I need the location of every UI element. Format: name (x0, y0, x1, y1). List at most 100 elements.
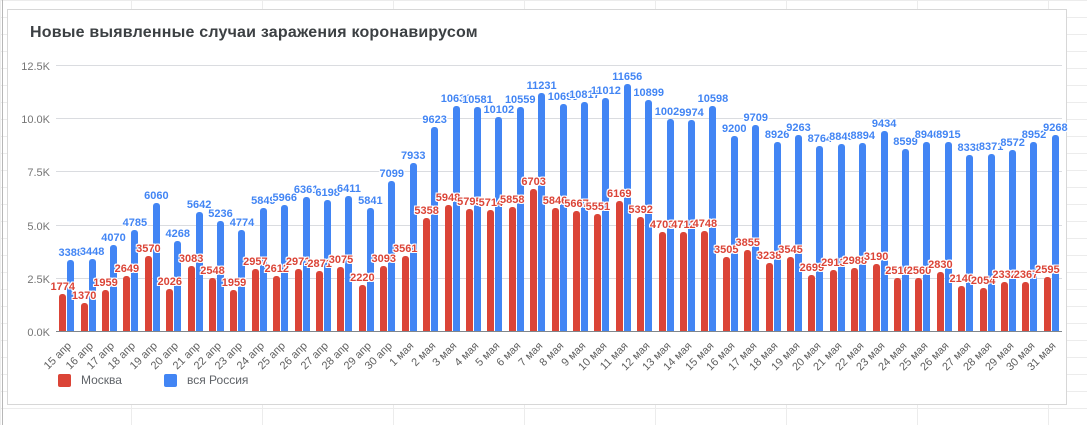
bar-moscow[interactable]: 5551 (586, 202, 610, 332)
bar-russia[interactable]: 8572 (1000, 138, 1025, 332)
bar-moscow[interactable]: 2871 (307, 259, 332, 332)
bar-moscow[interactable]: 2026 (157, 277, 182, 332)
bar-russia[interactable]: 10817 (569, 90, 600, 332)
bar-moscow[interactable]: 5948 (436, 193, 460, 332)
bar-russia[interactable]: 10899 (633, 88, 664, 332)
bar-russia[interactable]: 5642 (187, 200, 211, 332)
bar-value-label: 7099 (379, 168, 405, 180)
bar-moscow[interactable]: 2830 (928, 260, 953, 332)
bar-moscow[interactable]: 5358 (414, 206, 439, 332)
bar-moscow[interactable]: 4748 (693, 219, 717, 332)
bar-moscow[interactable]: 5667 (564, 199, 589, 332)
bar-moscow[interactable]: 2548 (200, 266, 225, 332)
bar-russia[interactable]: 8952 (1022, 130, 1046, 332)
bar-moscow[interactable]: 3093 (372, 254, 396, 332)
bar-moscow[interactable]: 3190 (864, 252, 888, 332)
bar-moscow[interactable]: 1370 (72, 291, 96, 332)
bar-group: 3238 8926 (757, 66, 789, 332)
bar-russia[interactable]: 10028 (655, 107, 685, 332)
bar-moscow[interactable]: 2560 (907, 266, 931, 332)
bar-russia[interactable]: 4070 (101, 233, 126, 332)
bar-russia[interactable]: 5849 (251, 196, 276, 332)
bar-russia[interactable]: 7099 (380, 169, 404, 332)
bar-moscow[interactable]: 2332 (992, 270, 1017, 332)
bar-moscow[interactable]: 2595 (1035, 265, 1060, 332)
bar-russia[interactable]: 5966 (273, 193, 297, 332)
bar-moscow[interactable]: 2699 (800, 263, 824, 332)
bar-moscow[interactable]: 3083 (179, 254, 203, 332)
bar-moscow[interactable]: 2220 (350, 273, 375, 332)
bar-russia[interactable]: 8764 (808, 134, 832, 332)
bar-moscow[interactable]: 2140 (950, 274, 974, 332)
bar-moscow[interactable]: 4703 (650, 220, 674, 332)
bar-moscow[interactable]: 3570 (136, 244, 161, 332)
legend-item-moscow[interactable]: Москва (58, 373, 122, 387)
bar-russia[interactable]: 6411 (337, 184, 361, 332)
bar-russia[interactable]: 3448 (80, 247, 104, 332)
bar-moscow[interactable]: 5858 (500, 195, 524, 332)
bar-moscow[interactable]: 2913 (821, 258, 846, 332)
bar-moscow[interactable]: 2367 (1014, 270, 1038, 332)
bar-russia[interactable]: 5841 (358, 196, 383, 332)
bar-russia[interactable]: 10699 (548, 92, 578, 332)
bar-russia[interactable]: 8915 (936, 130, 961, 332)
bar-russia[interactable]: 9200 (722, 124, 747, 332)
bar-russia[interactable]: 6361 (294, 185, 318, 332)
bar-moscow[interactable]: 3238 (757, 251, 781, 332)
bar-value-label: 2971 (285, 256, 311, 268)
bar-moscow[interactable]: 2516 (885, 266, 910, 332)
bar-russia[interactable]: 8599 (893, 137, 918, 332)
bar-russia[interactable]: 6198 (315, 188, 340, 332)
bar-russia[interactable]: 10102 (484, 105, 514, 332)
bar-moscow[interactable]: 2988 (842, 256, 867, 332)
bar-moscow[interactable]: 5714 (479, 198, 503, 332)
bar-moscow[interactable]: 4712 (671, 220, 696, 332)
bar-moscow[interactable]: 6703 (521, 177, 546, 332)
bar-russia[interactable]: 9263 (786, 123, 811, 332)
bar-moscow[interactable]: 3561 (393, 244, 417, 332)
chart-card[interactable]: Новые выявленные случаи заражения корона… (7, 9, 1068, 405)
bar-russia[interactable]: 5236 (208, 209, 233, 332)
bar-russia[interactable]: 4774 (230, 218, 254, 332)
bar-moscow[interactable]: 1959 (222, 278, 246, 332)
bar-moscow[interactable]: 2612 (265, 264, 289, 332)
bar-russia[interactable]: 8894 (850, 131, 875, 332)
bar-russia[interactable]: 4268 (165, 229, 190, 332)
bar-moscow[interactable]: 1774 (50, 282, 75, 332)
bar-moscow[interactable]: 2054 (971, 276, 995, 332)
bar-moscow[interactable]: 2649 (115, 264, 139, 332)
bar-russia[interactable]: 9623 (422, 115, 447, 332)
bar-russia[interactable]: 11656 (612, 72, 642, 332)
bar-russia[interactable]: 10559 (505, 95, 536, 332)
bar-russia[interactable]: 10581 (462, 95, 493, 332)
bar-russia[interactable]: 6060 (144, 191, 169, 332)
bar-russia[interactable]: 8926 (765, 130, 789, 332)
bar-russia[interactable]: 8849 (829, 132, 854, 332)
bar-russia[interactable]: 8338 (958, 143, 982, 332)
bar-russia[interactable]: 9434 (872, 119, 896, 332)
bar-russia[interactable]: 11012 (591, 86, 621, 332)
bar-moscow[interactable]: 5392 (628, 205, 653, 332)
bar-moscow[interactable]: 3075 (329, 255, 353, 332)
legend-item-russia[interactable]: вся Россия (163, 373, 248, 387)
bar-moscow[interactable]: 5795 (457, 197, 482, 332)
bar-moscow[interactable]: 1959 (93, 278, 118, 332)
bar-russia[interactable]: 3388 (58, 248, 83, 332)
bar-russia[interactable]: 10598 (698, 94, 728, 332)
bar-moscow[interactable]: 2971 (286, 257, 310, 332)
bar-moscow[interactable]: 3545 (778, 245, 803, 332)
bar-russia[interactable]: 8371 (979, 142, 1003, 332)
bar-russia[interactable]: 11231 (527, 81, 557, 332)
bar-russia[interactable]: 9709 (743, 113, 768, 332)
bar-russia[interactable]: 8946 (915, 130, 939, 332)
bar-moscow[interactable]: 2957 (243, 257, 268, 332)
bar-moscow[interactable]: 5846 (543, 196, 567, 332)
bar-russia[interactable]: 9268 (1043, 123, 1068, 332)
bar-russia[interactable]: 7933 (401, 151, 425, 332)
bar-moscow[interactable]: 3855 (735, 238, 760, 332)
bar-moscow[interactable]: 3505 (714, 245, 739, 332)
bar-moscow[interactable]: 6169 (607, 189, 632, 332)
bar-russia[interactable]: 9974 (679, 108, 704, 332)
bar-russia[interactable]: 10633 (441, 94, 471, 332)
bar-russia[interactable]: 4785 (123, 218, 147, 332)
